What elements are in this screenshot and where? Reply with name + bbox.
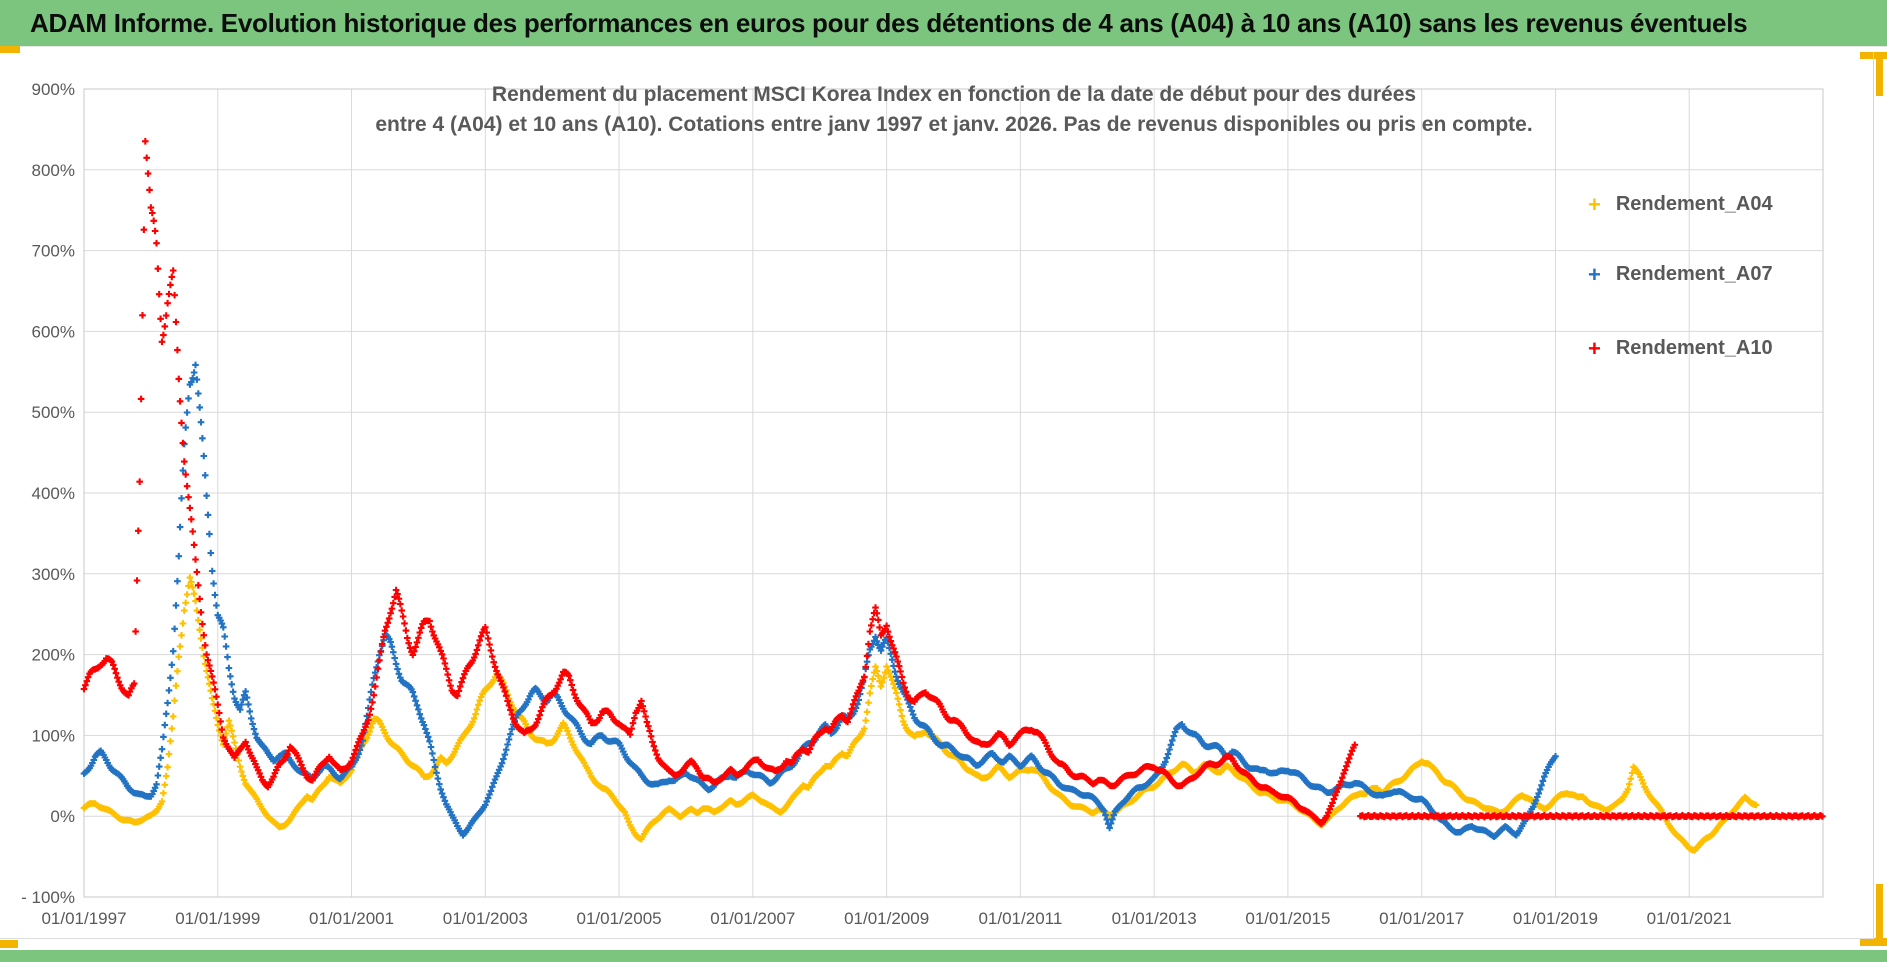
- accent-top-right-vertical: [1876, 52, 1883, 96]
- legend-label-a10: Rendement_A10: [1615, 337, 1773, 359]
- x-axis-tick-label: 01/01/2009: [844, 909, 929, 928]
- x-axis-tick-label: 01/01/2011: [978, 909, 1062, 928]
- x-axis-tick-label: 01/01/1999: [175, 909, 260, 928]
- y-axis-tick-label: 500%: [32, 403, 75, 422]
- accent-top-left: [0, 46, 20, 53]
- x-axis-tick-label: 01/01/2013: [1112, 909, 1197, 928]
- y-axis-tick-label: 0%: [50, 807, 75, 826]
- x-axis-tick-label: 01/01/2017: [1379, 909, 1464, 928]
- y-axis-tick-label: 300%: [32, 565, 75, 584]
- chart-canvas: 900% 800% 700% 600% 500% 400% 300% 200% 100% 0% - …: [21, 80, 1826, 928]
- x-axis-tick-label: 01/01/2007: [710, 909, 795, 928]
- header-bar: ADAM Informe. Evolution historique des p…: [0, 0, 1887, 47]
- series-Rendement_A04: [80, 574, 1760, 854]
- accent-bottom-left: [0, 940, 18, 948]
- x-axis-tick-label: 01/01/2021: [1647, 909, 1732, 928]
- footer-bar: [0, 950, 1887, 962]
- x-axis-tick-label: 01/01/2019: [1513, 909, 1598, 928]
- page-title: ADAM Informe. Evolution historique des p…: [30, 7, 1748, 38]
- y-axis-tick-label: 400%: [32, 484, 75, 503]
- legend-item-a10: + Rendement_A10: [1588, 337, 1773, 360]
- y-axis-tick-label: 600%: [32, 322, 75, 341]
- x-axis-tick-label: 01/01/2003: [443, 909, 528, 928]
- chart-region: 900% 800% 700% 600% 500% 400% 300% 200% 100% 0% - …: [0, 46, 1887, 950]
- page-right-border: [1873, 52, 1874, 938]
- accent-bottom-right-vertical: [1876, 884, 1883, 946]
- page-bottom-border: [0, 938, 1874, 939]
- plot-border: [83, 88, 1824, 898]
- x-axis-tick-label: 01/01/2001: [309, 909, 394, 928]
- chart-title: Rendement du placement MSCI Korea Index …: [84, 80, 1824, 140]
- y-axis-tick-label: 700%: [32, 242, 75, 261]
- legend-marker-a04-icon: +: [1588, 191, 1601, 217]
- y-axis-tick-label: 800%: [32, 161, 75, 180]
- x-axis-tick-label: 01/01/2005: [577, 909, 662, 928]
- chart-title-line2: entre 4 (A04) et 10 ans (A10). Cotations…: [375, 113, 1533, 136]
- x-axis-tick-label: 01/01/2015: [1245, 909, 1330, 928]
- legend-item-a07: + Rendement_A07: [1588, 263, 1773, 286]
- y-axis-tick-label: 100%: [32, 726, 75, 745]
- x-axis-tick-label: 01/01/1997: [41, 909, 126, 928]
- legend-item-a04: + Rendement_A04: [1588, 193, 1773, 216]
- legend-label-a07: Rendement_A07: [1615, 263, 1773, 285]
- accent-bottom-right-horizontal: [1860, 938, 1887, 946]
- series-Rendement_A10: [80, 138, 1359, 828]
- legend-label-a04: Rendement_A04: [1615, 193, 1773, 215]
- y-axis-tick-label: 200%: [32, 646, 75, 665]
- legend-marker-a07-icon: +: [1588, 261, 1601, 287]
- series-Rendement_A10-zero-line: [1357, 812, 1826, 821]
- y-axis-tick-label: - 100%: [21, 888, 75, 907]
- y-axis-tick-label: 900%: [32, 80, 75, 99]
- chart-title-line1: Rendement du placement MSCI Korea Index …: [491, 83, 1417, 106]
- legend-marker-a10-icon: +: [1588, 335, 1601, 361]
